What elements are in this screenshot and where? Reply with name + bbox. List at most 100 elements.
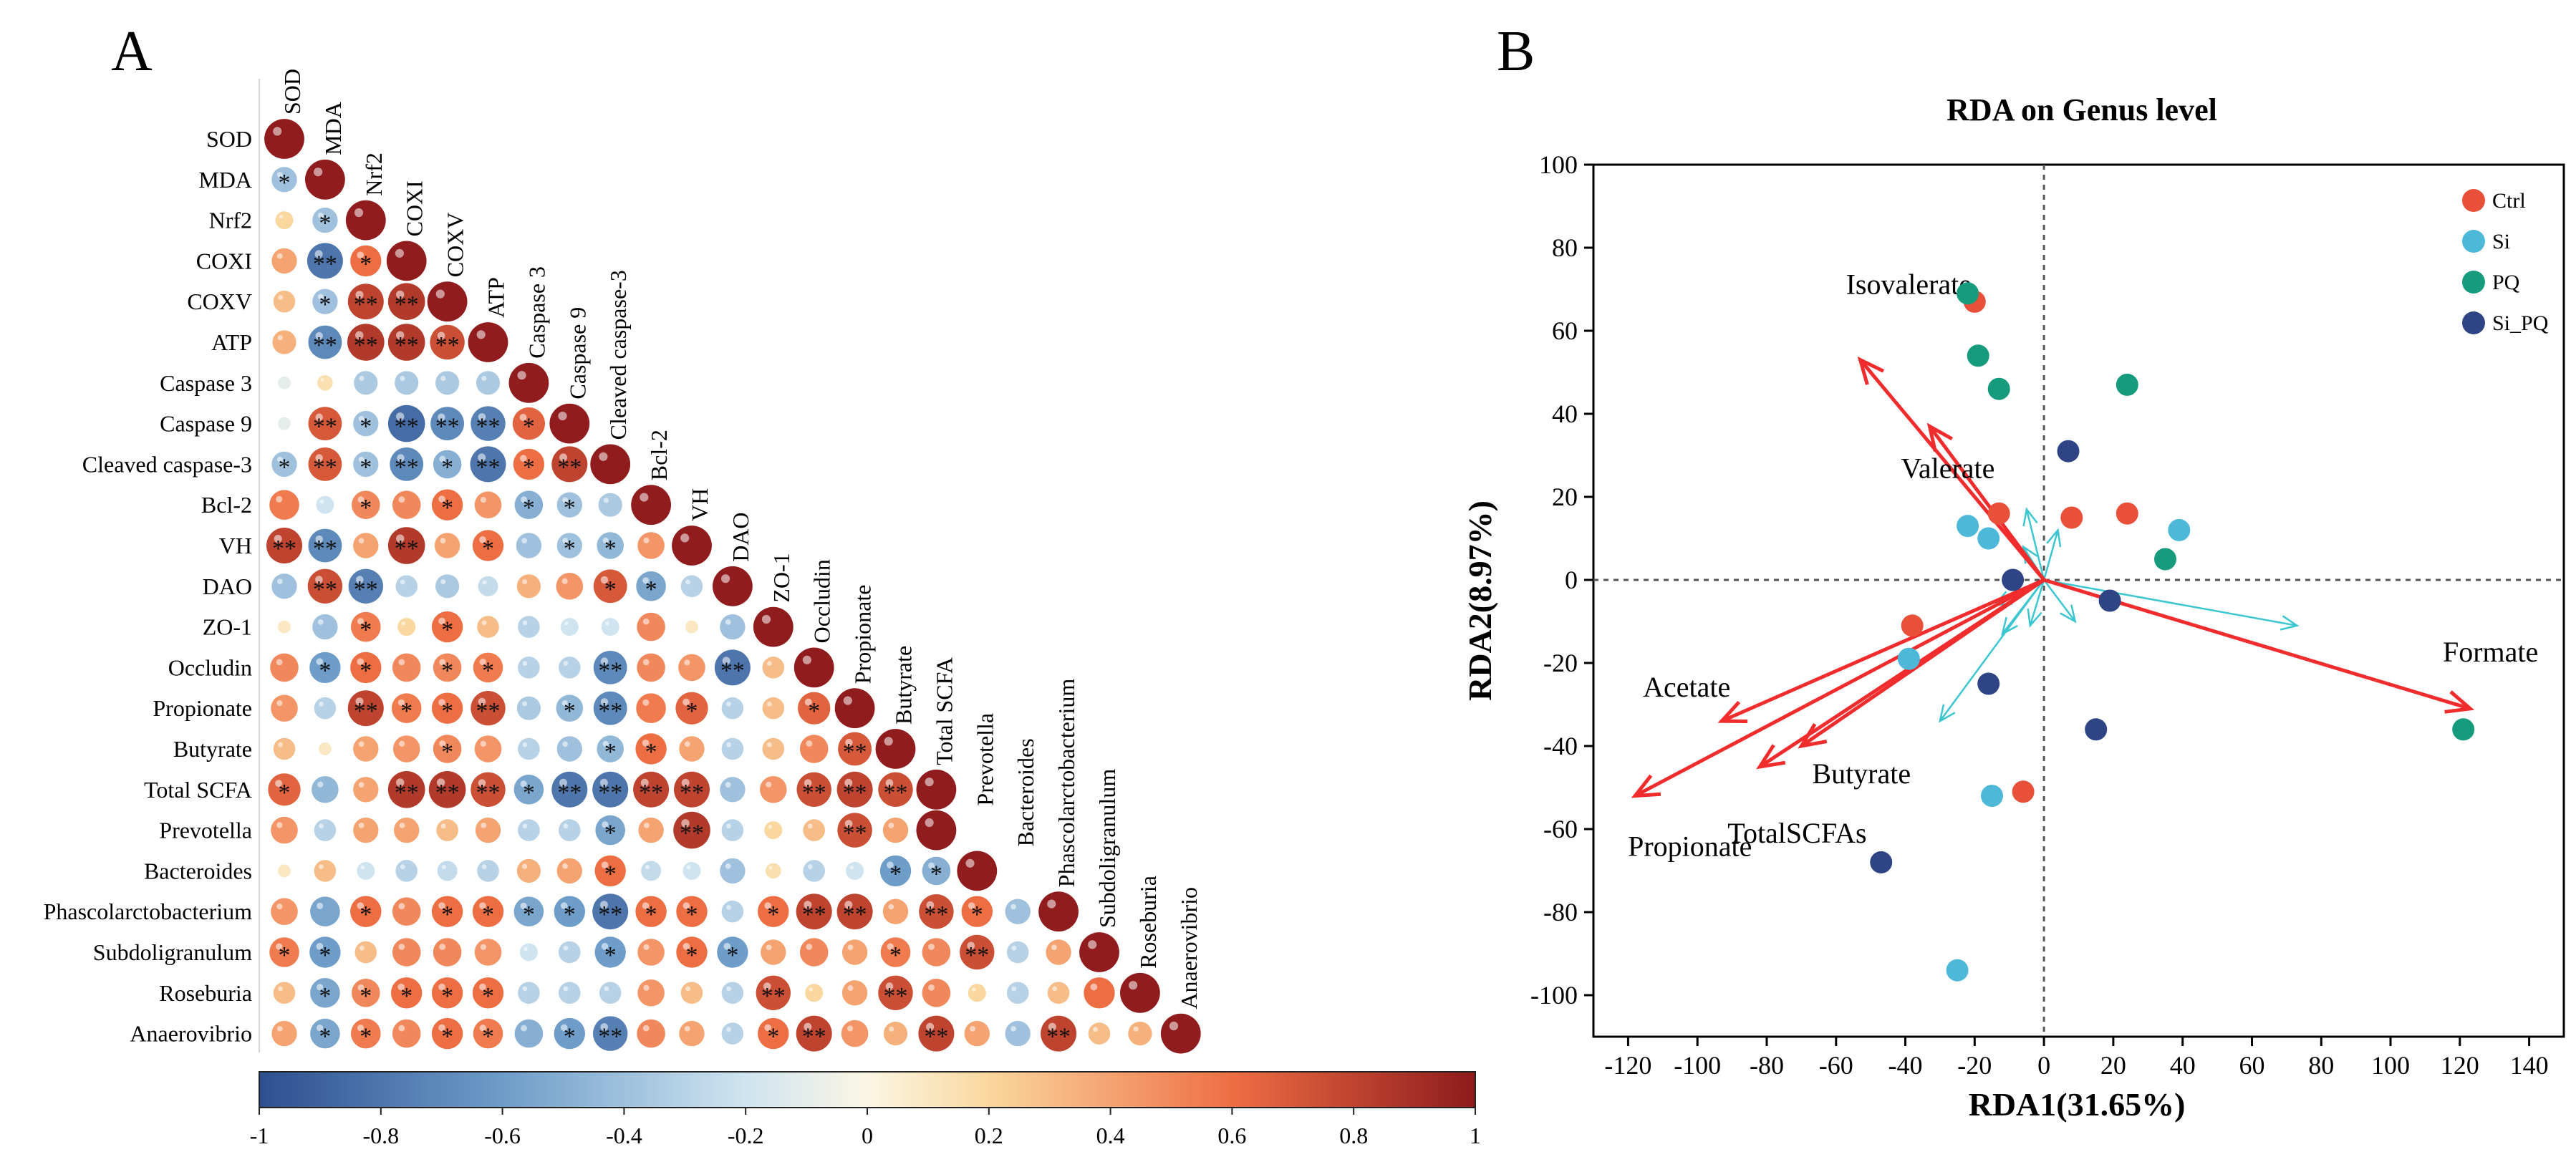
- corr-cell-highlight: [399, 823, 405, 828]
- corr-cell-highlight: [640, 778, 649, 787]
- corr-cell: [316, 495, 334, 514]
- sample-point: [2085, 718, 2108, 741]
- corr-cell-highlight: [522, 742, 528, 747]
- significance-mark: *: [604, 576, 617, 603]
- corr-cell-highlight: [360, 865, 365, 870]
- corr-cell-highlight: [1047, 899, 1056, 909]
- corr-cell-highlight: [560, 902, 568, 909]
- corr-cell: [916, 810, 957, 851]
- corr-cell: [1047, 982, 1070, 1004]
- corr-cell-highlight: [398, 944, 405, 950]
- corr-cell: [922, 979, 951, 1007]
- corr-cell-highlight: [1093, 1027, 1098, 1032]
- corr-cell: [638, 817, 664, 843]
- significance-mark: *: [279, 780, 291, 806]
- corr-cell-highlight: [804, 779, 812, 787]
- corr-cell: [1084, 977, 1115, 1009]
- corr-cell: [314, 860, 337, 882]
- corr-cell: [516, 696, 541, 720]
- corr-cell: [964, 1020, 990, 1047]
- corr-cell-highlight: [643, 537, 650, 544]
- corr-cell: [317, 375, 333, 391]
- species-arrow-head: [1939, 704, 1956, 723]
- corr-cell: [841, 1020, 869, 1047]
- significance-mark: **: [354, 576, 378, 603]
- corr-cell-highlight: [680, 533, 690, 543]
- corr-cell-highlight: [437, 331, 445, 340]
- corr-cell: [516, 858, 541, 883]
- significance-mark: **: [395, 332, 419, 359]
- corr-cell: [1005, 1020, 1031, 1047]
- corr-cell-highlight: [600, 1023, 608, 1031]
- corr-cell: [433, 938, 462, 967]
- column-label: DAO: [728, 512, 753, 561]
- corr-cell: [1128, 1022, 1152, 1046]
- corr-cell-highlight: [317, 619, 324, 625]
- corr-cell: [685, 620, 698, 634]
- significance-mark: *: [482, 657, 494, 684]
- significance-mark: **: [924, 1024, 948, 1050]
- corr-cell: [601, 618, 619, 636]
- corr-cell-highlight: [522, 701, 528, 707]
- colorbar-tick-label: 0: [862, 1123, 873, 1148]
- row-label: COXI: [196, 248, 252, 273]
- x-tick-label: 120: [2441, 1051, 2479, 1080]
- row-label: Total SCFA: [144, 777, 252, 803]
- corr-cell: [637, 653, 665, 682]
- corr-cell-highlight: [844, 778, 853, 787]
- significance-mark: **: [598, 780, 622, 806]
- corr-cell-highlight: [926, 901, 935, 909]
- corr-cell-highlight: [517, 371, 526, 380]
- significance-mark: *: [564, 1024, 576, 1050]
- corr-cell-highlight: [725, 863, 731, 869]
- row-label: ZO-1: [203, 614, 252, 640]
- legend-label: PQ: [2492, 271, 2520, 294]
- corr-cell-highlight: [928, 944, 935, 950]
- corr-cell-highlight: [844, 820, 853, 828]
- corr-cell-highlight: [438, 983, 445, 991]
- corr-cell-highlight: [397, 983, 405, 991]
- corr-cell-highlight: [1090, 983, 1098, 991]
- row-label: VH: [219, 533, 252, 558]
- corr-cell: [631, 485, 671, 526]
- row-label: Propionate: [153, 695, 252, 721]
- corr-cell-highlight: [602, 537, 609, 544]
- significance-mark: *: [319, 210, 331, 237]
- corr-cell-highlight: [761, 614, 771, 624]
- sample-point: [1870, 851, 1893, 873]
- corr-cell: [474, 939, 502, 966]
- sample-point: [2116, 502, 2138, 525]
- significance-mark: *: [279, 942, 291, 969]
- significance-mark: **: [313, 454, 337, 480]
- heatmap-row-labels: SOD MDA Nrf2 COXI COXV ATP Caspase 3 Caspase 9 C…: [44, 126, 253, 1047]
- significance-mark: **: [802, 1024, 826, 1050]
- rda-panel: B RDA on Genus level -120 -100 -80 -60 -40 -2…: [1462, 20, 2565, 1123]
- corr-cell-highlight: [397, 699, 405, 706]
- env-arrow: [1928, 425, 2046, 581]
- row-label: ATP: [211, 329, 252, 355]
- significance-mark: *: [441, 1024, 453, 1050]
- corr-cell-highlight: [768, 866, 773, 870]
- colorbar-tick-label: 0.8: [1339, 1123, 1368, 1148]
- sample-point: [1977, 527, 2000, 550]
- corr-cell-highlight: [682, 902, 690, 909]
- y-tick-label: 20: [1552, 483, 1578, 511]
- corr-cell-highlight: [276, 700, 283, 707]
- corr-cell: [310, 896, 340, 926]
- significance-mark: *: [482, 901, 494, 928]
- corr-cell-highlight: [1133, 1026, 1139, 1032]
- row-label: SOD: [206, 126, 252, 152]
- corr-cell-highlight: [358, 456, 365, 463]
- env-arrow: [1858, 358, 2046, 581]
- corr-cell-highlight: [356, 576, 364, 584]
- species-arrow-head: [2027, 608, 2042, 628]
- corr-cell-highlight: [965, 858, 975, 868]
- corr-cell-highlight: [767, 702, 772, 707]
- corr-cell: [305, 159, 345, 200]
- corr-cell: [278, 376, 291, 389]
- corr-cell: [549, 403, 590, 444]
- corr-cell: [793, 647, 834, 688]
- corr-cell-highlight: [401, 621, 406, 626]
- significance-mark: **: [557, 454, 582, 480]
- corr-cell-highlight: [602, 821, 609, 828]
